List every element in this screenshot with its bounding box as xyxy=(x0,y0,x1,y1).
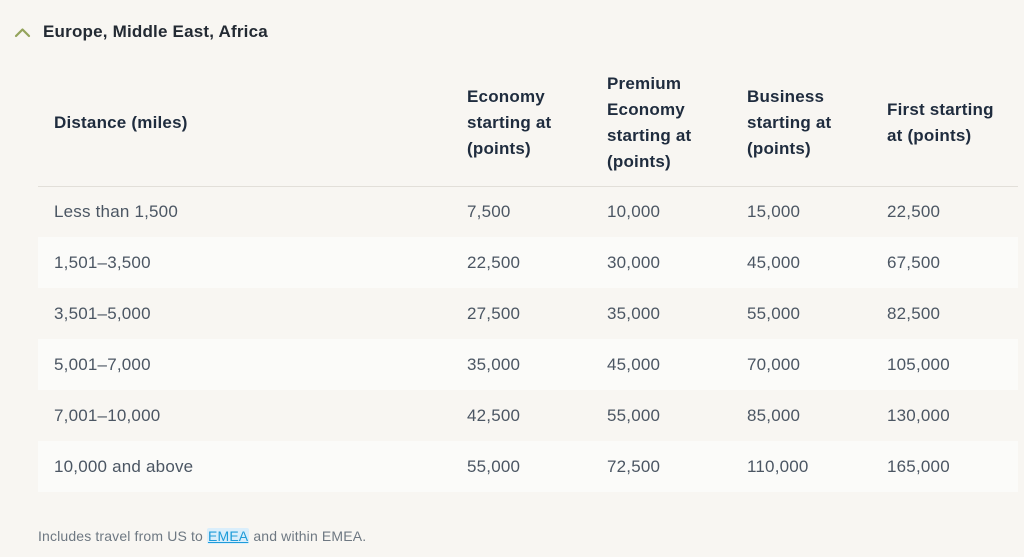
cell-business: 15,000 xyxy=(747,201,801,221)
table-row: 10,000 and above 55,000 72,500 110,000 1… xyxy=(38,441,1018,492)
cell-premium-economy: 35,000 xyxy=(607,303,661,323)
table-row: 1,501–3,500 22,500 30,000 45,000 67,500 xyxy=(38,237,1018,288)
cell-premium-economy: 10,000 xyxy=(607,201,661,221)
cell-economy: 35,000 xyxy=(467,354,521,374)
cell-business: 55,000 xyxy=(747,303,801,323)
cell-distance: 10,000 and above xyxy=(54,456,194,476)
column-header-economy: Economy starting at (points) xyxy=(467,60,607,187)
section-title: Europe, Middle East, Africa xyxy=(43,22,268,41)
cell-first: 82,500 xyxy=(887,303,941,323)
cell-economy: 22,500 xyxy=(467,252,521,272)
table-row: 5,001–7,000 35,000 45,000 70,000 105,000 xyxy=(38,339,1018,390)
cell-business: 70,000 xyxy=(747,354,801,374)
cell-first: 105,000 xyxy=(887,354,950,374)
emea-link[interactable]: EMEA xyxy=(207,528,250,544)
cell-first: 22,500 xyxy=(887,201,941,221)
cell-first: 130,000 xyxy=(887,405,950,425)
cell-premium-economy: 72,500 xyxy=(607,456,661,476)
cell-distance: 5,001–7,000 xyxy=(54,354,151,374)
table-row: 3,501–5,000 27,500 35,000 55,000 82,500 xyxy=(38,288,1018,339)
cell-business: 85,000 xyxy=(747,405,801,425)
award-points-table: Distance (miles) Economy starting at (po… xyxy=(38,60,1018,492)
cell-premium-economy: 30,000 xyxy=(607,252,661,272)
column-header-distance: Distance (miles) xyxy=(38,60,467,187)
table-header-row: Distance (miles) Economy starting at (po… xyxy=(38,60,1018,187)
footnote-text-prefix: Includes travel from US to xyxy=(38,528,208,544)
cell-distance: Less than 1,500 xyxy=(54,201,178,221)
cell-economy: 42,500 xyxy=(467,405,521,425)
section-header-emea[interactable]: Europe, Middle East, Africa xyxy=(0,0,1024,48)
cell-first: 165,000 xyxy=(887,456,950,476)
cell-business: 45,000 xyxy=(747,252,801,272)
chevron-up-icon[interactable] xyxy=(14,27,31,38)
footnote-text-suffix: and within EMEA. xyxy=(249,528,367,544)
cell-distance: 7,001–10,000 xyxy=(54,405,161,425)
cell-economy: 7,500 xyxy=(467,201,511,221)
cell-first: 67,500 xyxy=(887,252,941,272)
cell-economy: 27,500 xyxy=(467,303,521,323)
column-header-business: Business starting at (points) xyxy=(747,60,887,187)
cell-premium-economy: 45,000 xyxy=(607,354,661,374)
footnote: Includes travel from US to EMEA and with… xyxy=(38,528,1024,544)
cell-business: 110,000 xyxy=(747,456,809,476)
column-header-first: First starting at (points) xyxy=(887,60,1018,187)
cell-economy: 55,000 xyxy=(467,456,521,476)
cell-premium-economy: 55,000 xyxy=(607,405,661,425)
table-row: Less than 1,500 7,500 10,000 15,000 22,5… xyxy=(38,186,1018,237)
cell-distance: 3,501–5,000 xyxy=(54,303,151,323)
column-header-premium-economy: Premium Economy starting at (points) xyxy=(607,60,747,187)
table-row: 7,001–10,000 42,500 55,000 85,000 130,00… xyxy=(38,390,1018,441)
cell-distance: 1,501–3,500 xyxy=(54,252,151,272)
